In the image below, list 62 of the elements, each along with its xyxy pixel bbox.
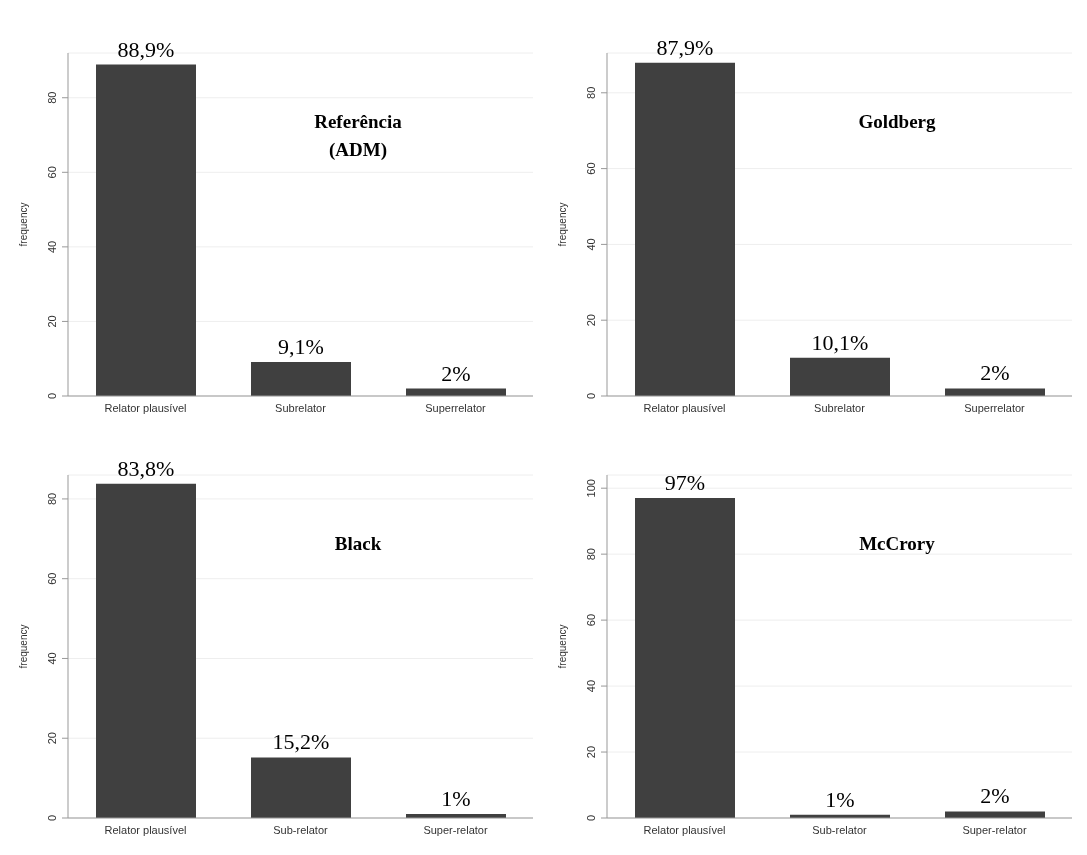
data-label: 15,2%: [272, 729, 330, 755]
y-axis-title: frequency: [556, 624, 568, 669]
bar: [96, 64, 196, 396]
data-label: 1%: [441, 786, 471, 812]
x-tick-label: Superrelator: [425, 401, 487, 414]
x-tick-label: Subrelator: [275, 401, 327, 414]
data-label: 87,9%: [656, 34, 714, 60]
y-tick-label: 80: [585, 86, 597, 99]
x-tick-label: Relator plausível: [643, 401, 726, 414]
data-label: 2%: [980, 360, 1010, 386]
y-tick-label: 60: [46, 166, 58, 179]
y-tick-label: 60: [46, 572, 58, 585]
data-label: 1%: [825, 786, 855, 812]
y-tick-label: 40: [46, 652, 58, 665]
x-tick-label: Relator plausível: [104, 401, 187, 414]
text: Goldberg: [857, 110, 937, 134]
text: Black: [333, 532, 383, 556]
y-tick-label: 0: [585, 392, 597, 400]
y-axis-title: frequency: [556, 202, 568, 247]
bar: [945, 388, 1045, 396]
y-tick-label: 20: [46, 732, 58, 745]
bar: [635, 498, 735, 818]
data-label: 83,8%: [117, 455, 175, 481]
x-tick-label: Relator plausível: [104, 823, 187, 836]
data-label: 2%: [441, 360, 471, 386]
y-tick-label: 20: [585, 314, 597, 327]
y-tick-label: 40: [585, 238, 597, 251]
x-tick-label: Super-relator: [962, 823, 1027, 836]
bar: [96, 483, 196, 818]
y-tick-label: 0: [585, 814, 597, 822]
y-tick-label: 80: [46, 91, 58, 104]
bar: [790, 357, 890, 396]
x-tick-label: Superrelator: [964, 401, 1026, 414]
bar: [251, 757, 351, 818]
y-tick-label: 80: [46, 492, 58, 506]
data-label: 88,9%: [117, 36, 175, 62]
y-tick-label: 60: [585, 613, 597, 627]
x-tick-label: Relator plausível: [643, 823, 726, 836]
x-tick-label: Sub-relator: [812, 823, 868, 836]
bar: [635, 62, 735, 396]
bar: [945, 811, 1045, 818]
data-label: 10,1%: [811, 329, 869, 355]
x-tick-label: Subrelator: [814, 401, 866, 414]
data-label: 9,1%: [278, 334, 324, 360]
data-label: 2%: [980, 783, 1010, 809]
y-tick-label: 80: [585, 548, 597, 561]
x-tick-label: Sub-relator: [273, 823, 329, 836]
y-tick-label: 40: [46, 240, 58, 253]
y-tick-label: 0: [46, 392, 58, 400]
y-tick-label: 0: [46, 814, 58, 822]
text: Referência (ADM): [313, 110, 403, 162]
y-tick-label: 20: [46, 315, 58, 328]
bar: [251, 362, 351, 396]
y-tick-label: 20: [585, 745, 597, 759]
y-axis-title: frequency: [17, 624, 29, 669]
x-tick-label: Super-relator: [423, 823, 488, 836]
y-tick-label: 60: [585, 162, 597, 175]
data-label: 97%: [664, 470, 706, 496]
y-tick-label: 40: [585, 679, 597, 693]
text: McCrory: [858, 532, 936, 556]
y-axis-title: frequency: [17, 202, 29, 247]
y-tick-label: 100: [585, 479, 597, 498]
